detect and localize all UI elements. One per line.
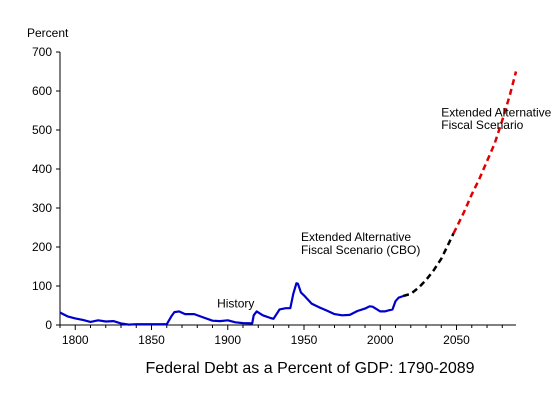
x-tick-label: 1900 — [214, 333, 241, 347]
y-tick-label: 100 — [32, 279, 52, 293]
x-tick-label: 1800 — [62, 333, 89, 347]
series-group — [59, 71, 518, 326]
series-line-2 — [452, 71, 518, 234]
y-axis-label: Percent — [27, 26, 69, 40]
x-tick-label: 1850 — [138, 333, 165, 347]
annotation-3: Extended Alternative — [441, 105, 551, 119]
y-tick-label: 400 — [32, 162, 52, 176]
annotation-2: Fiscal Scenario (CBO) — [301, 243, 420, 257]
series-line-1 — [402, 232, 455, 298]
x-tick-label: 2050 — [443, 333, 470, 347]
chart-title: Federal Debt as a Percent of GDP: 1790-2… — [145, 360, 474, 377]
y-tick-label: 700 — [32, 45, 52, 59]
annotation-0: History — [217, 296, 254, 310]
annotation-4: Fiscal Scenario — [441, 118, 523, 132]
series-line-0 — [59, 282, 404, 326]
axes: 0 100 200 300 400 500 600 700 1800 1850 1900 1950 20… — [32, 45, 516, 347]
y-tick-label: 300 — [32, 201, 52, 215]
annotation-1: Extended Alternative — [301, 230, 411, 244]
y-tick-label: 600 — [32, 84, 52, 98]
x-tick-label: 2000 — [367, 333, 394, 347]
x-tick-label: 1950 — [291, 333, 318, 347]
y-tick-label: 500 — [32, 123, 52, 137]
y-tick-label: 200 — [32, 240, 52, 254]
y-tick-label: 0 — [45, 318, 52, 332]
